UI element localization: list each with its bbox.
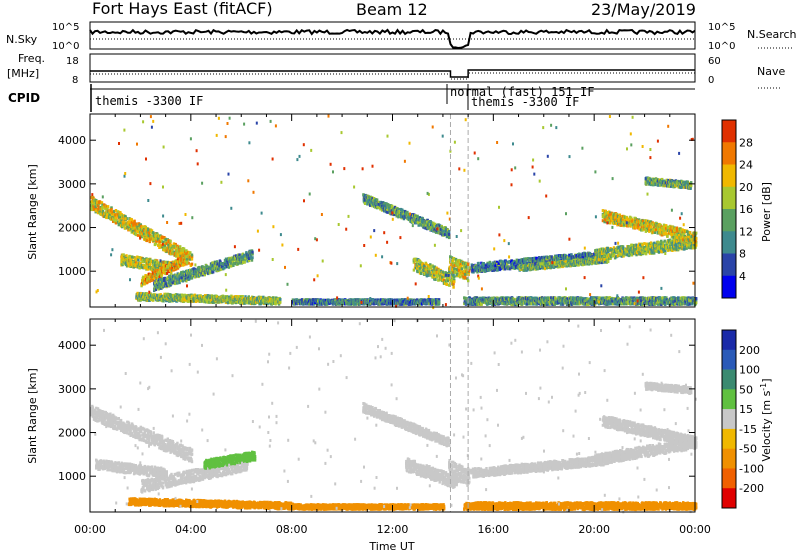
cpid-mode-1: themis -3300 IF	[95, 94, 203, 108]
power-echo-cell	[453, 280, 455, 283]
power-echo-cell	[453, 276, 455, 279]
nsky-tick-bottom: 10^0	[52, 41, 79, 52]
power-echo-cell	[144, 274, 146, 277]
power-echo-cell	[467, 263, 469, 266]
power-echo-cell	[420, 272, 422, 275]
power-echo-cell	[185, 255, 187, 258]
power-echo-cell	[237, 262, 239, 265]
freq-panel-frame	[90, 54, 695, 82]
cpid-mode-3: themis -3300 IF	[471, 95, 579, 109]
nsky-trace	[90, 30, 695, 48]
nave-label: Nave	[757, 65, 785, 78]
power-echo-cell	[452, 286, 454, 289]
power-echo-cell	[446, 283, 448, 286]
power-echo-cell	[244, 261, 246, 264]
power-echo-cell	[461, 267, 463, 270]
power-echo-cell	[149, 263, 151, 266]
power-echo-cell	[467, 279, 469, 282]
cpid-label: CPID	[8, 91, 40, 105]
nsearch-tick-bottom: 10^0	[708, 41, 735, 52]
nsky-panel-frame	[90, 22, 695, 49]
power-echo-cell	[464, 277, 466, 280]
power-echo-cell	[97, 207, 99, 210]
power-echo-cell	[148, 231, 150, 234]
nsearch-tick-top: 10^5	[708, 22, 735, 33]
power-echo-cell	[133, 222, 135, 225]
date-label: 23/May/2019	[591, 0, 696, 19]
beam-label: Beam 12	[356, 0, 428, 19]
power-echo-cell	[115, 209, 117, 212]
power-echoes	[90, 115, 697, 310]
freq-label-line1: Freq.	[18, 52, 45, 65]
nsky-label: N.Sky	[6, 33, 38, 46]
power-echo-cell	[147, 228, 149, 231]
power-echo-cell	[230, 265, 232, 268]
freq-label-line2: [MHz]	[7, 67, 39, 80]
power-echo-cell	[251, 251, 253, 254]
power-echo-cell	[447, 279, 449, 282]
nsearch-label: N.Search	[747, 28, 797, 41]
nave-tick-bottom: 0	[708, 75, 714, 86]
power-echo-cell	[191, 258, 193, 261]
power-echo-cell	[251, 256, 253, 259]
power-echo-cell	[169, 293, 171, 296]
power-echo-cell	[279, 298, 281, 301]
power-echo-cell	[464, 273, 466, 276]
freq-trace	[90, 70, 695, 79]
power-echo-cell	[146, 239, 148, 242]
freq-tick-bottom: 8	[72, 75, 78, 86]
nave-tick-top: 60	[708, 56, 721, 67]
nave-line	[90, 73, 695, 79]
power-echo-cell	[107, 205, 109, 208]
power-echo-cell	[136, 256, 138, 259]
power-echo-cell	[477, 262, 479, 265]
power-echo-cell	[191, 263, 193, 266]
power-echo-cell	[169, 240, 171, 243]
power-echo-cell	[186, 261, 188, 264]
nsky-tick-top: 10^5	[52, 22, 79, 33]
radar-title: Fort Hays East (fitACF)	[92, 0, 273, 18]
power-echo-cell	[364, 202, 366, 205]
power-echo-cell	[125, 254, 127, 257]
power-echo-cell	[131, 256, 133, 259]
power-echo-cell	[179, 245, 181, 248]
freq-tick-top: 18	[66, 56, 79, 67]
power-echo-cell	[279, 301, 281, 304]
power-echo-cell	[438, 301, 440, 304]
power-echo-cell	[183, 247, 185, 250]
power-echo-cell	[191, 254, 193, 257]
